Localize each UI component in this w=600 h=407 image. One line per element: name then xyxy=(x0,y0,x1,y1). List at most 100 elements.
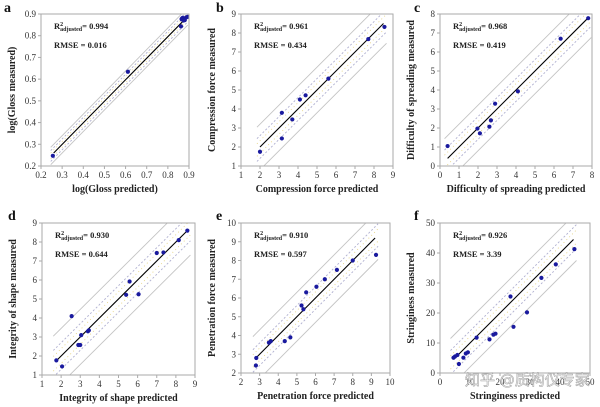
rmse-annotation: RMSE = 0.419 xyxy=(453,40,506,50)
data-point xyxy=(254,355,259,361)
y-tick-label: 0.7 xyxy=(25,52,37,62)
x-tick-label: 6 xyxy=(334,170,339,180)
panel-b: b 1 2 3 4 5 6 7 8 9 1 2 3 4 5 6 7 8 9 Compression force pre… xyxy=(207,1,396,195)
x-tick-label: 3 xyxy=(257,377,262,387)
x-tick-label: 1 xyxy=(40,379,45,389)
regression-line xyxy=(53,19,186,154)
panel-letter: d xyxy=(8,209,16,224)
confidence-band-upper-inner xyxy=(50,14,188,154)
data-point xyxy=(488,118,494,123)
r2-annotation: R2 adjusted= 0.910 xyxy=(254,230,308,242)
y-tick-label: 20 xyxy=(426,308,436,318)
y-tick-label: 0 xyxy=(431,161,436,171)
y-tick-label: 50 xyxy=(426,218,436,228)
y-tick-label: 2 xyxy=(232,368,237,378)
data-point xyxy=(78,342,83,348)
rmse-annotation: RMSE = 0.016 xyxy=(54,40,107,50)
x-tick-label: 0 xyxy=(438,170,443,180)
r2-annotation: R2 adjusted= 0.926 xyxy=(453,230,507,242)
prediction-band-upper xyxy=(444,14,570,139)
data-point xyxy=(301,307,306,312)
confidence-band-upper-inner xyxy=(52,223,189,357)
x-tick-label: 8 xyxy=(590,170,595,180)
confidence-band-lower xyxy=(451,248,577,373)
data-point xyxy=(268,339,273,344)
y-tick-label: 9 xyxy=(33,218,38,228)
rmse-annotation: RMSE = 0.434 xyxy=(254,40,308,50)
data-point xyxy=(59,364,65,369)
y-tick-label: 0.9 xyxy=(25,9,37,19)
y-tick-label: 3 xyxy=(33,332,38,342)
y-tick-label: 3 xyxy=(232,349,237,359)
data-point xyxy=(487,124,492,129)
data-point xyxy=(125,69,130,74)
confidence-band-lower-inner xyxy=(50,19,189,160)
prediction-band-upper xyxy=(450,223,567,339)
data-point xyxy=(86,328,91,333)
x-tick-label: 0.6 xyxy=(120,170,132,180)
panel-letter: c xyxy=(414,1,420,16)
data-point xyxy=(124,292,129,297)
regression-line xyxy=(255,237,376,359)
x-tick-label: 4 xyxy=(514,170,519,180)
plot-frame xyxy=(40,13,190,167)
y-tick-label: 5 xyxy=(33,294,38,304)
data-point xyxy=(493,331,498,336)
y-tick-label: 8 xyxy=(33,237,38,247)
x-tick-label: 0.5 xyxy=(99,170,111,180)
y-tick-label: 4 xyxy=(232,104,237,114)
plot-area xyxy=(50,14,189,166)
data-point xyxy=(455,352,460,358)
data-point xyxy=(515,89,521,94)
x-tick-label: 6 xyxy=(135,379,140,389)
panel-f: f 0 10 20 30 40 50 0 10 20 30 40 50 Stringiness predi… xyxy=(406,209,595,402)
confidence-band-upper xyxy=(52,223,183,351)
y-tick-label: 2 xyxy=(431,123,436,133)
plot-area xyxy=(444,14,592,166)
panel-letter: e xyxy=(216,209,222,224)
x-tick-label: 2 xyxy=(59,379,64,389)
regression-line xyxy=(453,239,574,360)
rmse-annotation: RMSE = 3.39 xyxy=(453,249,502,259)
panel-a: a 0.2 0.3 0.4 0.5 0.6 0.7 0.8 0.9 0.2 0.3 0.4 0.5 0.6… xyxy=(4,1,195,195)
y-tick-label: 1 xyxy=(431,142,436,152)
watermark: 知乎 @质构仪专家 xyxy=(465,371,590,389)
x-tick-label: 5 xyxy=(295,377,300,387)
data-point xyxy=(185,14,189,19)
y-tick-label: 6 xyxy=(232,293,237,303)
y-tick-label: 3 xyxy=(431,104,436,114)
x-tick-label: 2 xyxy=(258,170,263,180)
data-point xyxy=(279,110,284,115)
y-tick-label: 3 xyxy=(232,123,237,133)
y-axis-title: Compression force measured xyxy=(207,28,218,152)
prediction-band-upper xyxy=(52,223,168,337)
x-axis-title: Penetration force predicted xyxy=(257,391,374,402)
y-tick-label: 0.6 xyxy=(25,74,37,84)
confidence-band-upper-inner xyxy=(256,14,387,145)
panel-d: d 1 2 3 4 5 6 7 8 9 1 2 3 4 5 6 7 8 9 Integrity of shape pr… xyxy=(8,209,198,404)
confidence-band-upper-inner xyxy=(252,228,379,356)
y-tick-label: 2 xyxy=(232,142,237,152)
data-point xyxy=(185,228,190,233)
y-tick-label: 6 xyxy=(33,275,38,285)
y-tick-label: 4 xyxy=(431,85,436,95)
rmse-annotation: RMSE = 0.644 xyxy=(55,249,109,259)
y-tick-label: 10 xyxy=(426,338,436,348)
x-tick-label: 6 xyxy=(313,377,318,387)
x-tick-label: 40 xyxy=(556,377,566,387)
x-tick-label: 2 xyxy=(239,377,244,387)
y-axis-title: Stringiness measured xyxy=(406,252,417,344)
y-tick-label: 4 xyxy=(232,331,237,341)
x-tick-label: 8 xyxy=(372,170,377,180)
data-point xyxy=(474,335,479,340)
x-tick-label: 9 xyxy=(391,170,396,180)
prediction-band-lower xyxy=(463,260,577,373)
x-tick-label: 3 xyxy=(495,170,500,180)
data-point xyxy=(326,76,331,81)
x-tick-label: 9 xyxy=(369,377,374,387)
confidence-band-lower xyxy=(54,240,191,375)
x-tick-label: 2 xyxy=(476,170,481,180)
prediction-band-lower xyxy=(69,254,191,375)
data-point xyxy=(445,143,450,149)
confidence-band-upper-inner xyxy=(444,14,587,156)
